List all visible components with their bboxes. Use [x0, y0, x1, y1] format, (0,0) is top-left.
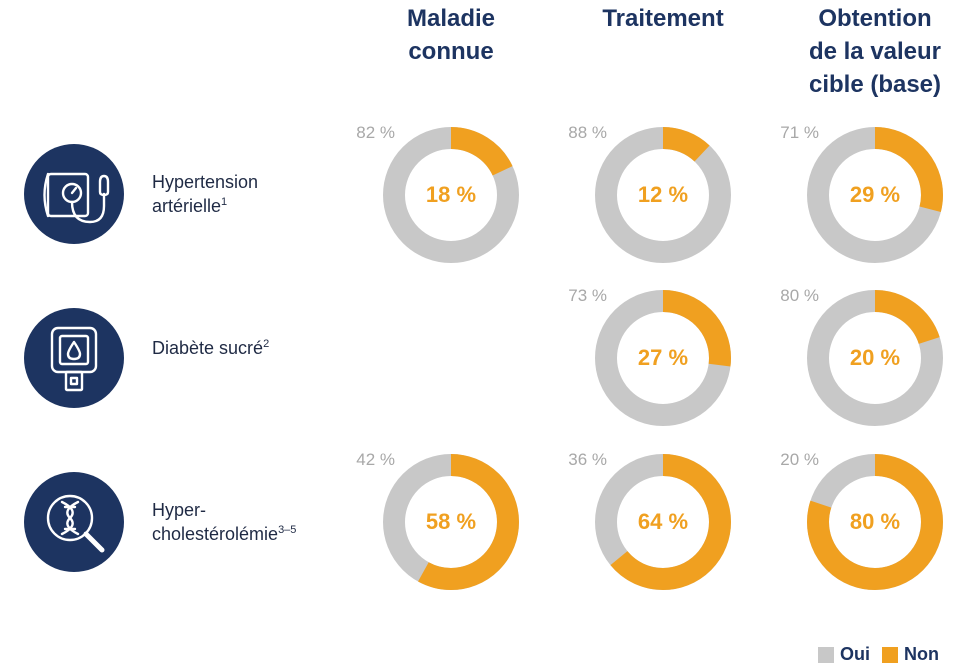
- donut-chart: 80 %: [807, 454, 943, 590]
- row-label-line: artérielle: [152, 196, 222, 216]
- column-header-line: Obtention: [818, 5, 932, 32]
- column-header-line: cible (base): [808, 71, 942, 98]
- donut-value-oui: 82 %: [356, 123, 395, 142]
- donut-value-non: 58 %: [425, 509, 477, 534]
- donut-value-oui: 71 %: [780, 123, 819, 142]
- donut-chart: 12 %: [595, 127, 731, 263]
- legend-swatch-oui: [818, 646, 834, 663]
- column-header-maladie-connue: Maladie connue: [361, 2, 541, 68]
- donut-segment-non: [595, 290, 731, 426]
- donut-svg: [595, 454, 731, 590]
- column-header-line: Traitement: [602, 5, 724, 32]
- legend-label-non: Non: [904, 644, 939, 664]
- reference-superscript: 1: [221, 196, 228, 208]
- row-label-hypercholesterolemie: Hyper- cholestérolémie3–5: [152, 498, 342, 546]
- column-header-line: Maladie: [406, 5, 496, 32]
- row-label-line: Diabète sucré: [152, 338, 264, 358]
- donut-chart: 20 %: [807, 290, 943, 426]
- donut-value-non: 27 %: [637, 345, 689, 370]
- donut-value-oui: 20 %: [780, 450, 819, 469]
- row-label-line: Hyper-: [152, 500, 207, 520]
- donut-svg: [383, 127, 519, 263]
- donut-svg: [383, 454, 519, 590]
- donut-segment-non: [807, 290, 943, 426]
- donut-chart: 29 %: [807, 127, 943, 263]
- donut-chart: 27 %: [595, 290, 731, 426]
- row-label-hypertension: Hypertension artérielle1: [152, 170, 342, 218]
- donut-value-oui: 42 %: [356, 450, 395, 469]
- donut-svg: [807, 127, 943, 263]
- donut-value-non: 12 %: [637, 182, 689, 207]
- legend-item-oui: Oui: [818, 644, 870, 665]
- blood-pressure-monitor-icon: [24, 144, 124, 244]
- row-label-line-with-ref: cholestérolémie3–5: [152, 522, 342, 546]
- donut-segment-non: [383, 127, 519, 263]
- column-header-traitement: Traitement: [573, 2, 753, 35]
- donut-chart: 64 %: [595, 454, 731, 590]
- donut-segment-non: [595, 454, 731, 590]
- reference-superscript: 3–5: [278, 524, 297, 536]
- donut-value-non: 64 %: [637, 509, 689, 534]
- donut-value-oui: 73 %: [568, 286, 607, 305]
- donut-svg: [595, 127, 731, 263]
- legend-label-oui: Oui: [840, 644, 870, 664]
- donut-segment-non: [807, 127, 943, 263]
- row-label-line-with-ref: Diabète sucré2: [152, 336, 342, 360]
- legend-swatch-non: [882, 646, 898, 663]
- donut-svg: [807, 290, 943, 426]
- donut-segment-non: [383, 454, 519, 590]
- donut-chart: 58 %: [383, 454, 519, 590]
- donut-segment-non: [595, 127, 731, 263]
- donut-value-non: 20 %: [849, 345, 901, 370]
- legend: Oui Non: [818, 644, 951, 665]
- row-label-line-with-ref: artérielle1: [152, 194, 342, 218]
- legend-item-non: Non: [882, 644, 939, 665]
- donut-value-non: 18 %: [425, 182, 477, 207]
- dna-magnifier-icon: [24, 472, 124, 572]
- row-label-diabete: Diabète sucré2: [152, 336, 342, 360]
- donut-svg: [807, 454, 943, 590]
- column-header-line: de la valeur: [808, 38, 942, 65]
- glucose-meter-icon: [24, 308, 124, 408]
- reference-superscript: 2: [263, 338, 270, 350]
- donut-value-oui: 88 %: [568, 123, 607, 142]
- donut-value-non: 80 %: [849, 509, 901, 534]
- donut-chart: 18 %: [383, 127, 519, 263]
- donut-value-oui: 36 %: [568, 450, 607, 469]
- column-header-line: connue: [408, 38, 494, 65]
- row-label-line: cholestérolémie: [152, 524, 279, 544]
- donut-value-non: 29 %: [849, 182, 901, 207]
- column-header-obtention: Obtention de la valeur cible (base): [785, 2, 965, 101]
- donut-svg: [595, 290, 731, 426]
- row-label-line: Hypertension: [152, 172, 259, 192]
- donut-segment-non: [807, 454, 943, 590]
- donut-value-oui: 80 %: [780, 286, 819, 305]
